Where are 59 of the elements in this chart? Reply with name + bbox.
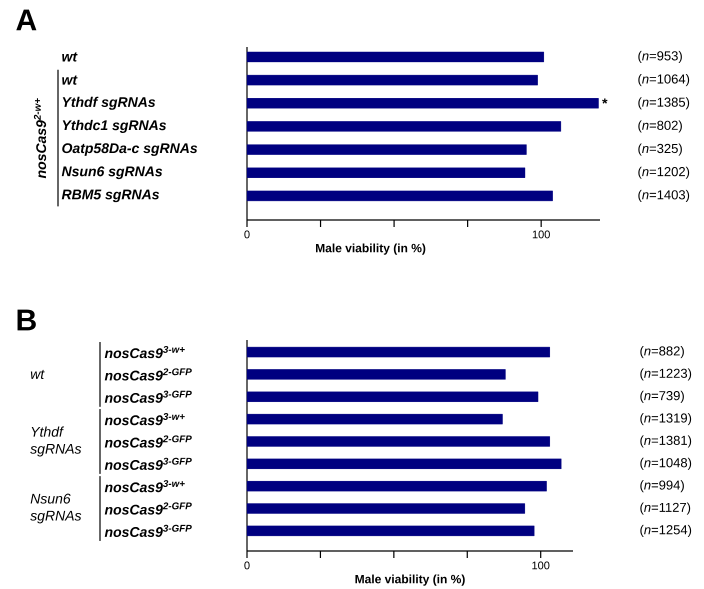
y-tick-label: nosCas9$^{2-GFP}$ (104, 502, 192, 515)
text: (n=1064) (638, 74, 690, 86)
text: (n=1319) (640, 413, 692, 426)
bar (246, 168, 526, 178)
text: (n=1254) (640, 524, 692, 537)
x-tick-label: 100 (532, 230, 550, 238)
bar (246, 414, 503, 424)
x-tick-label: 100 (532, 562, 550, 570)
bar (246, 392, 538, 402)
chart-title: A (16, 10, 36, 30)
text: (n=1048) (640, 458, 692, 470)
text: (n=739) (640, 390, 684, 403)
text: (n=1202) (638, 166, 690, 179)
y-tick-label: RBM5 sgRNAs (62, 190, 160, 202)
y-tick-label: Oatp58Da-c sgRNAs (62, 143, 198, 156)
y-tick-label: nosCas9$^{2-GFP}$ (104, 368, 192, 381)
y-tick-label: Ythdc1 sgRNAs (62, 120, 166, 133)
text: (n=325) (638, 144, 682, 156)
bar (246, 190, 553, 202)
text: (n=1127) (640, 502, 690, 515)
text: nosCas9$^{2-w+}$ (34, 98, 46, 178)
bar (246, 503, 526, 514)
y-tick-label: nosCas9$^{2-GFP}$ (104, 435, 192, 448)
x-tick-label: 0 (244, 562, 250, 570)
x-axis-title: Male viability (in %) (355, 574, 465, 586)
bar (246, 52, 544, 62)
text: wt (30, 370, 45, 380)
bar (246, 98, 599, 108)
bar (246, 144, 527, 155)
text: (n=1223) (640, 368, 692, 380)
bar (246, 346, 550, 358)
text: (n=802) (638, 120, 682, 132)
bar (246, 121, 562, 132)
text: (n=1403) (638, 190, 690, 202)
chart-title: B (18, 310, 36, 330)
y-tick-label: nosCas9$^{3-GFP}$ (104, 524, 192, 537)
y-tick-label: nosCas9$^{3-w+}$ (104, 346, 185, 358)
bar (246, 526, 534, 536)
x-axis-title: Male viability (in %) (316, 244, 426, 255)
text: (n=1381) (640, 435, 692, 448)
y-tick-label: nosCas9$^{3-w+}$ (104, 413, 185, 426)
bar (246, 436, 550, 447)
y-tick-label: wt (62, 75, 78, 85)
y-tick-label: nosCas9$^{3-w+}$ (104, 480, 185, 492)
bar (246, 369, 506, 380)
text: (n=882) (640, 346, 684, 358)
y-tick-label: Nsun6 sgRNAs (62, 166, 162, 180)
bar (246, 74, 538, 86)
annotation: * (602, 98, 608, 104)
text: (n=953) (638, 50, 682, 63)
text: (n=1385) (638, 97, 690, 110)
text: (n=994) (640, 480, 684, 492)
y-tick-label: Ythdf sgRNAs (62, 96, 156, 110)
bar (246, 480, 547, 492)
y-tick-label: wt (62, 52, 78, 62)
x-tick-label: 0 (244, 230, 250, 238)
y-tick-label: nosCas9$^{3-GFP}$ (104, 390, 192, 403)
y-tick-label: nosCas9$^{3-GFP}$ (104, 458, 192, 470)
bar (246, 458, 562, 470)
